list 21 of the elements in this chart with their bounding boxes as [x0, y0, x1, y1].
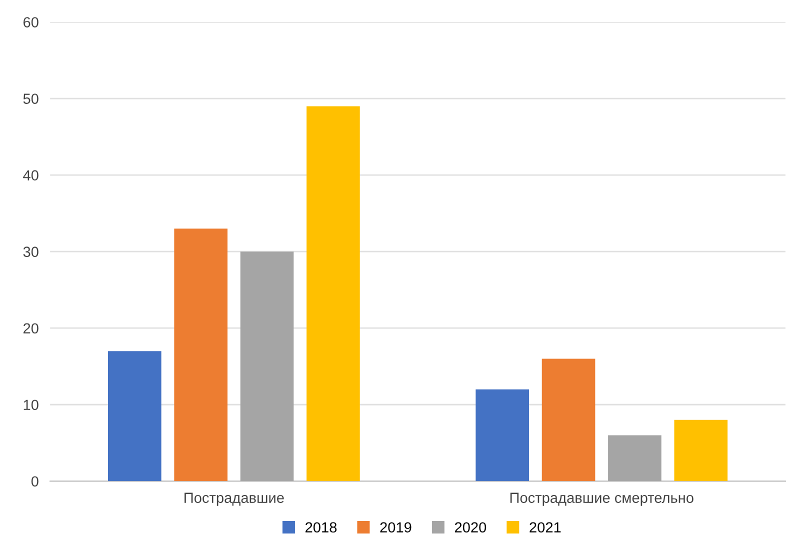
bar — [476, 389, 529, 482]
bar — [306, 106, 360, 482]
x-tick-label: Пострадавшие — [184, 492, 284, 506]
bar — [608, 435, 662, 482]
x-tick-label: Пострадавшие смертельно — [510, 492, 694, 506]
y-tick-label: 30 — [23, 246, 38, 258]
bar — [542, 358, 596, 482]
y-tick-label: 60 — [23, 17, 38, 28]
y-tick-label: 50 — [23, 94, 38, 104]
legend-label: 2018 — [306, 522, 337, 533]
y-tick-label: 0 — [31, 476, 38, 487]
y-tick-label: 20 — [23, 323, 38, 334]
bar — [240, 252, 294, 482]
legend-label: 2020 — [454, 522, 486, 533]
y-tick-label: 10 — [24, 400, 38, 410]
legend-label: 2021 — [530, 522, 561, 533]
legend-label: 2019 — [380, 522, 412, 533]
y-tick-label: 40 — [23, 170, 38, 180]
bar — [174, 228, 228, 482]
bar — [674, 420, 728, 482]
bar — [108, 351, 162, 482]
